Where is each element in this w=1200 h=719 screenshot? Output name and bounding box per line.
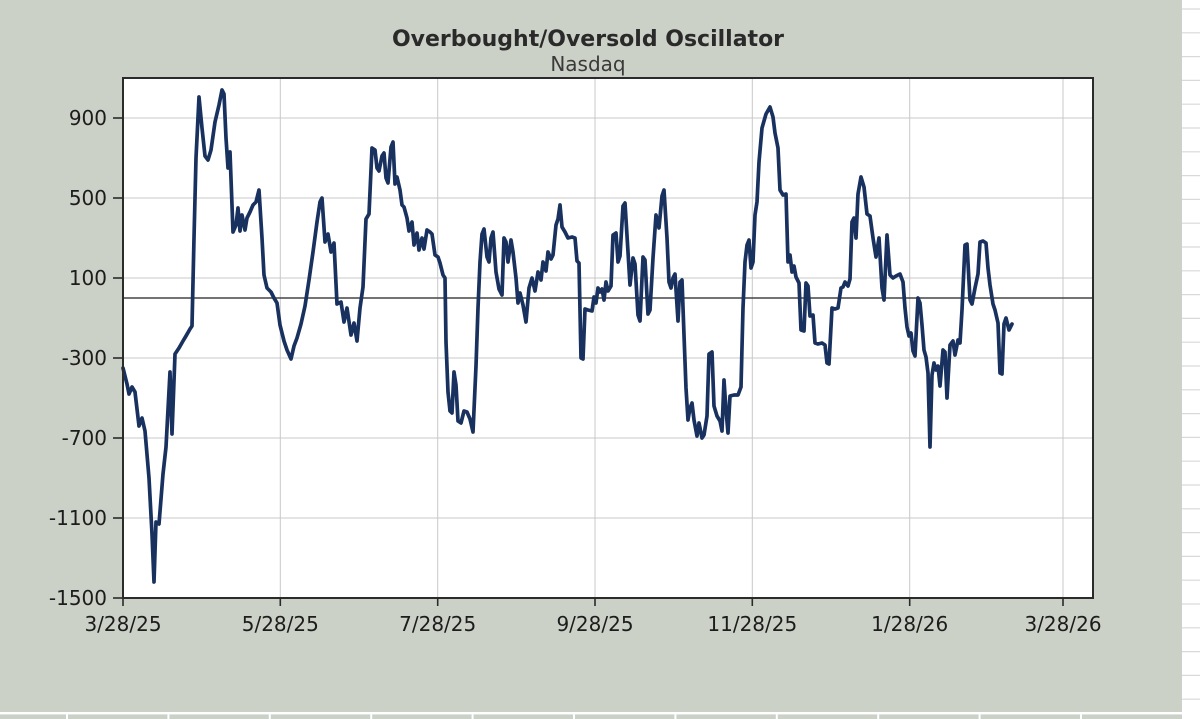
worksheet-right-strip	[1182, 0, 1200, 719]
oscillator-series-line	[121, 88, 1014, 584]
x-tick-label: 3/28/26	[1024, 612, 1101, 636]
sheet-bottom-edge	[0, 712, 1182, 715]
horizontal-gridlines	[123, 117, 1093, 519]
x-tick-label: 7/28/25	[399, 612, 476, 636]
x-tick-label: 1/28/26	[871, 612, 948, 636]
x-tick-label: 9/28/25	[556, 612, 633, 636]
plot-frame	[122, 77, 1094, 599]
y-axis-labels: 900 500 100 -300 -700 -1100 -1500	[49, 106, 107, 610]
chart-title: Overbought/Oversold Oscillator	[392, 27, 784, 52]
x-axis-labels: 3/28/25 5/28/25 7/28/25 9/28/25 11/28/25 1/28…	[84, 612, 1101, 636]
y-tick-label: -1100	[49, 506, 107, 530]
x-tick-label: 5/28/25	[242, 612, 319, 636]
worksheet-bottom-strip	[0, 712, 1182, 719]
axis-tick-marks	[113, 117, 1064, 606]
sheet-right-bg	[1182, 0, 1200, 719]
x-tick-label: 11/28/25	[707, 612, 797, 636]
y-tick-label: -1500	[49, 586, 107, 610]
y-tick-label: 100	[69, 266, 107, 290]
y-tick-label: 500	[69, 186, 107, 210]
plot-area	[123, 78, 1093, 598]
y-tick-label: -300	[62, 346, 107, 370]
y-tick-label: -700	[62, 426, 107, 450]
y-tick-label: 900	[69, 106, 107, 130]
x-tick-label: 3/28/25	[84, 612, 161, 636]
chart-subtitle: Nasdaq	[550, 52, 625, 76]
